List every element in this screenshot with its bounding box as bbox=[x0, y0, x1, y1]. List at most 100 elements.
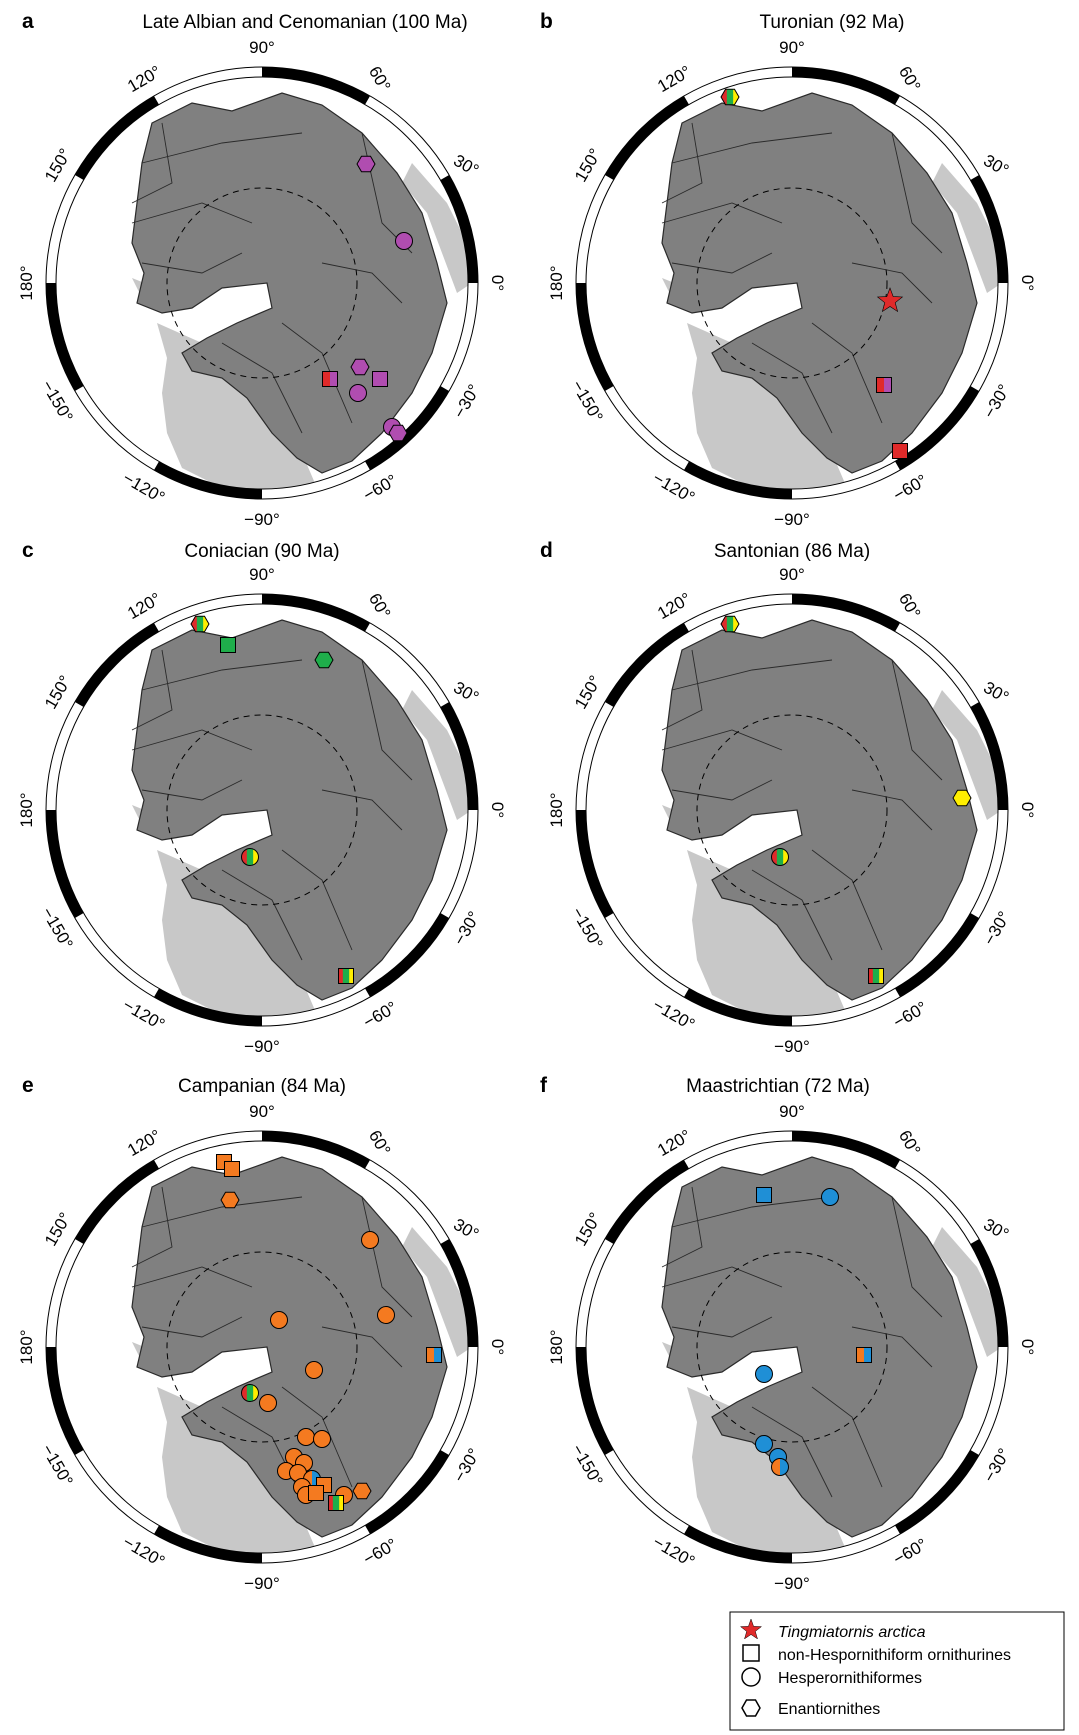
plate-boundaries bbox=[131, 649, 413, 961]
fossil-marker-hexagon bbox=[220, 1191, 240, 1209]
fossil-marker-square bbox=[322, 371, 338, 387]
frame-segment bbox=[364, 385, 450, 471]
map-panel-e: e Campanian (84 Ma) 90° 60° 30° 0° −30° −60° −90… bbox=[17, 1074, 507, 1593]
legend-item-circle: Hesperornithiformes bbox=[741, 1667, 922, 1687]
fossil-marker-circle bbox=[305, 1361, 323, 1379]
frame-segment bbox=[970, 702, 1008, 811]
frame-segment bbox=[364, 912, 450, 998]
map-interior bbox=[661, 92, 998, 489]
frame-segment bbox=[74, 95, 160, 181]
longitude-label: 150° bbox=[41, 145, 75, 185]
frame-segment bbox=[154, 988, 263, 1026]
fossil-marker-square bbox=[868, 968, 884, 984]
longitude-label: 90° bbox=[779, 565, 805, 584]
frame-segment bbox=[684, 988, 793, 1026]
fossil-marker-circle bbox=[377, 1306, 395, 1324]
fossil-marker-square bbox=[426, 1347, 442, 1363]
longitude-label: −30° bbox=[980, 908, 1014, 948]
fossil-marker-hexagon bbox=[388, 424, 408, 442]
longitude-label: 60° bbox=[895, 1127, 924, 1159]
longitude-label: 150° bbox=[41, 1209, 75, 1249]
frame-segment bbox=[46, 282, 84, 391]
longitude-label: 30° bbox=[450, 678, 482, 707]
longitude-label: 90° bbox=[779, 1102, 805, 1121]
fossil-marker-circle bbox=[241, 848, 259, 866]
longitude-label: 90° bbox=[779, 38, 805, 57]
frame-segment bbox=[684, 1525, 793, 1563]
fossil-marker-circle bbox=[821, 1188, 839, 1206]
longitude-label: −60° bbox=[890, 998, 930, 1032]
frame-segment bbox=[970, 175, 1008, 284]
frame-segment bbox=[440, 702, 478, 811]
fossil-marker-hexagon bbox=[190, 615, 210, 633]
frame-segment bbox=[440, 175, 478, 284]
fossil-marker-circle bbox=[755, 1435, 773, 1453]
longitude-label: 60° bbox=[365, 590, 394, 622]
longitude-label: −90° bbox=[774, 1574, 810, 1593]
fossil-marker-circle bbox=[297, 1428, 315, 1446]
legend-item-hexagon: Enantiornithes bbox=[741, 1699, 880, 1718]
fossil-marker-circle bbox=[361, 1231, 379, 1249]
longitude-label: 120° bbox=[654, 589, 694, 623]
fossil-marker-square bbox=[856, 1347, 872, 1363]
fossil-marker-circle bbox=[313, 1430, 331, 1448]
fossil-marker-hexagon bbox=[720, 615, 740, 633]
fossil-marker-star bbox=[876, 287, 904, 313]
map-panel-a: a Late Albian and Cenomanian (100 Ma) 90° 6… bbox=[17, 10, 507, 529]
longitude-label: −60° bbox=[890, 1535, 930, 1569]
fossil-marker-square bbox=[220, 637, 236, 653]
panel-title: Turonian (92 Ma) bbox=[759, 12, 904, 33]
longitude-label: −60° bbox=[890, 471, 930, 505]
longitude-label: −60° bbox=[360, 1535, 400, 1569]
map-panel-d: d Santonian (86 Ma) 90° 60° 30° 0° −30° −60° −90… bbox=[540, 539, 1037, 1056]
longitude-label: −90° bbox=[774, 510, 810, 529]
panel-letter: d bbox=[540, 539, 553, 562]
longitude-label: 30° bbox=[980, 678, 1012, 707]
frame-segment bbox=[604, 622, 690, 708]
longitude-label: 180° bbox=[17, 265, 36, 300]
longitude-label: 90° bbox=[249, 1102, 275, 1121]
panel-letter: e bbox=[22, 1074, 34, 1097]
panel-title: Campanian (84 Ma) bbox=[178, 1076, 346, 1097]
longitude-label: 0° bbox=[1018, 1339, 1037, 1355]
longitude-label: 180° bbox=[17, 1329, 36, 1364]
longitude-label: −60° bbox=[360, 998, 400, 1032]
plate-boundaries bbox=[661, 1186, 943, 1498]
latitude-circle bbox=[696, 187, 888, 379]
legend-item-star: Tingmiatornis arctica bbox=[739, 1618, 926, 1641]
longitude-label: 60° bbox=[895, 63, 924, 95]
frame-segment bbox=[791, 594, 900, 632]
longitude-label: 60° bbox=[365, 1127, 394, 1159]
panel-letter: f bbox=[540, 1074, 548, 1097]
fossil-marker-circle bbox=[771, 1458, 789, 1476]
frame-segment bbox=[46, 809, 84, 918]
fossil-marker-circle bbox=[771, 848, 789, 866]
frame-segment bbox=[576, 809, 614, 918]
longitude-label: 150° bbox=[571, 1209, 605, 1249]
frame-segment bbox=[604, 1159, 690, 1245]
fossil-marker-hexagon bbox=[350, 358, 370, 376]
longitude-label: −30° bbox=[980, 381, 1014, 421]
fossil-marker-square bbox=[372, 371, 388, 387]
fossil-marker-hexagon bbox=[720, 88, 740, 106]
longitude-label: 120° bbox=[654, 1126, 694, 1160]
frame-segment bbox=[894, 912, 980, 998]
fossil-markers bbox=[322, 155, 413, 442]
fossil-marker-square bbox=[328, 1495, 344, 1511]
frame-segment bbox=[74, 622, 160, 708]
frame-segment bbox=[46, 1346, 84, 1455]
frame-segment bbox=[791, 1131, 900, 1169]
panel-letter: a bbox=[22, 10, 34, 33]
longitude-label: 90° bbox=[249, 38, 275, 57]
fossil-marker-circle bbox=[270, 1311, 288, 1329]
fossil-marker-circle bbox=[755, 1365, 773, 1383]
frame-segment bbox=[684, 461, 793, 499]
fossil-marker-circle bbox=[395, 232, 413, 250]
frame-segment bbox=[791, 67, 900, 105]
fossil-marker-square bbox=[338, 968, 354, 984]
longitude-label: 120° bbox=[124, 589, 164, 623]
panel-title: Santonian (86 Ma) bbox=[714, 541, 870, 562]
fossil-marker-circle bbox=[241, 1384, 259, 1402]
longitude-label: 180° bbox=[547, 1329, 566, 1364]
map-interior bbox=[661, 619, 998, 1016]
